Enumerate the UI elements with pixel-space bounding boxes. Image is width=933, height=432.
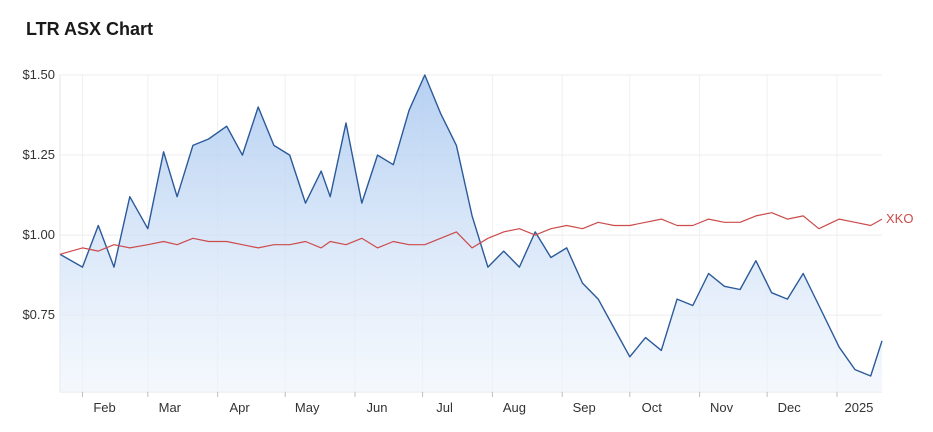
- x-tick-label: Mar: [159, 400, 182, 415]
- series-line-0: [59, 74, 883, 377]
- x-tick-label: Feb: [93, 400, 115, 415]
- y-axis-ticks: $1.50 $1.25 $1.00 $0.75: [22, 67, 55, 322]
- x-tick-label: May: [295, 400, 320, 415]
- series-end-label: XKO: [886, 211, 913, 226]
- x-tick-label: Jun: [367, 400, 388, 415]
- y-tick-label: $0.75: [22, 307, 55, 322]
- y-tick-label: $1.00: [22, 227, 55, 242]
- y-tick-label: $1.50: [22, 67, 55, 82]
- x-axis-ticks: Feb Mar Apr May Jun Jul Aug Sep Oct Nov Dec 2025: [93, 400, 873, 415]
- series-area-0: [60, 75, 882, 392]
- x-tick-label: 2025: [844, 400, 873, 415]
- x-tick-label: Nov: [710, 400, 734, 415]
- y-tick-label: $1.25: [22, 147, 55, 162]
- x-tick-label: Apr: [230, 400, 251, 415]
- x-tick-label: Dec: [778, 400, 802, 415]
- series-line-1: [59, 212, 883, 255]
- chart-title: LTR ASX Chart: [26, 19, 154, 39]
- x-tick-label: Oct: [642, 400, 663, 415]
- series-group: XKO: [59, 74, 913, 392]
- x-tick-label: Sep: [573, 400, 596, 415]
- x-tick-label: Aug: [503, 400, 526, 415]
- x-tick-label: Jul: [436, 400, 453, 415]
